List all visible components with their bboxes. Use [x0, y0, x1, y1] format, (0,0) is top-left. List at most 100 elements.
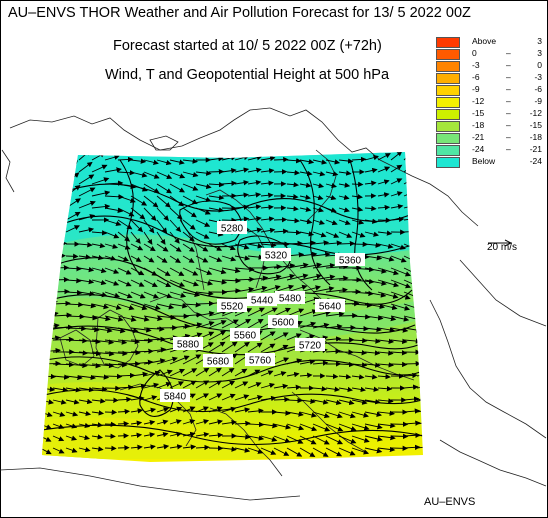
wind-arrow	[377, 204, 391, 211]
legend-high-value: -12	[529, 108, 542, 118]
wind-arrow	[195, 393, 210, 401]
wind-arrow	[299, 447, 316, 457]
wind-arrow	[182, 183, 199, 191]
wind-arrow	[65, 423, 78, 429]
wind-arrow	[78, 187, 96, 197]
wind-arrow	[195, 367, 210, 377]
contour-label-box	[160, 389, 190, 402]
wind-arrow	[338, 411, 356, 419]
wind-arrow	[286, 273, 309, 281]
wind-arrow	[130, 359, 154, 366]
legend-low-value: 0	[472, 48, 477, 58]
wind-arrow	[234, 255, 251, 261]
wind-arrow	[286, 371, 300, 378]
geopotential-contour	[119, 159, 141, 276]
wind-arrow	[130, 338, 154, 344]
wind-arrow	[377, 153, 391, 161]
wind-arrow	[364, 167, 378, 174]
wind-arrow	[182, 279, 199, 287]
wind-arrow	[52, 423, 65, 429]
wind-arrow	[130, 158, 147, 164]
wind-arrow	[299, 218, 313, 225]
wind-arrow	[143, 291, 159, 299]
geopotential-contour	[299, 159, 331, 286]
wind-arrow	[143, 255, 155, 263]
legend-low-value: -6	[472, 72, 480, 82]
wind-arrow	[273, 263, 296, 269]
wind-arrow	[182, 380, 197, 389]
contour-label-box	[247, 293, 277, 306]
wind-arrow	[117, 195, 136, 203]
wind-arrow	[221, 446, 237, 452]
wind-arrow	[195, 380, 210, 389]
wind-arrow	[208, 279, 228, 285]
coastline-segment	[59, 329, 95, 367]
wind-arrow	[351, 337, 368, 344]
wind-arrow	[52, 210, 67, 221]
wind-arrow	[364, 242, 381, 248]
wind-arrow	[377, 350, 394, 356]
wind-arrow	[260, 422, 278, 429]
wind-arrow	[65, 387, 82, 393]
wind-arrow	[182, 312, 202, 318]
wind-arrow	[104, 231, 120, 239]
legend-dash: –	[506, 84, 511, 94]
wind-arrow	[78, 398, 93, 405]
wind-arrow	[117, 156, 134, 163]
wind-arrow	[42, 240, 55, 246]
wind-arrow	[182, 231, 195, 242]
wind-arrow	[208, 194, 225, 201]
contour-label-box	[261, 248, 291, 261]
wind-arrow	[286, 170, 300, 176]
legend-high-value: 3	[537, 36, 542, 46]
wind-arrow	[377, 446, 396, 453]
wind-arrow	[312, 411, 330, 419]
wind-arrow	[221, 380, 236, 389]
wind-arrow	[78, 374, 96, 381]
wind-arrow	[52, 374, 70, 380]
wind-arrow	[182, 322, 203, 329]
wind-arrow	[130, 371, 149, 378]
wind-arrow	[390, 338, 408, 345]
wind-arrow	[377, 255, 395, 262]
wind-arrow	[65, 411, 79, 417]
contour-label-text: 5600	[272, 318, 295, 329]
wind-arrow	[78, 214, 96, 221]
wind-arrow	[65, 435, 78, 441]
wind-arrow	[247, 447, 264, 454]
wind-arrow	[221, 319, 239, 329]
wind-arrow	[169, 219, 182, 233]
wind-arrow	[130, 219, 144, 233]
wind-arrow	[325, 275, 349, 282]
wind-arrow	[364, 338, 381, 344]
wind-arrow	[143, 395, 158, 401]
wind-arrow	[351, 435, 370, 443]
wind-scale-arrow	[488, 239, 513, 247]
wind-arrow	[91, 434, 103, 440]
wind-arrow	[42, 210, 54, 221]
wind-arrow	[338, 312, 358, 319]
wind-arrow	[65, 374, 83, 381]
wind-arrow	[416, 243, 423, 252]
wind-arrow	[117, 219, 133, 230]
wind-arrow	[325, 423, 344, 432]
wind-arrow	[273, 273, 296, 281]
legend-swatch	[436, 109, 460, 120]
wind-arrow	[130, 195, 148, 206]
wind-arrow	[208, 181, 225, 188]
wind-arrow	[208, 231, 224, 237]
legend-high-value: -18	[529, 132, 542, 142]
contour-label-box	[217, 299, 247, 312]
wind-arrow	[377, 243, 394, 249]
wind-arrow	[78, 291, 95, 297]
wind-arrow	[364, 326, 382, 333]
wind-arrow	[325, 171, 339, 177]
wind-arrow	[364, 180, 377, 186]
wind-arrow	[403, 372, 418, 379]
wind-arrow	[325, 263, 349, 270]
wind-arrow	[117, 267, 132, 275]
wind-arrow	[390, 303, 411, 311]
wind-arrow	[260, 155, 276, 162]
wind-arrow	[143, 195, 159, 208]
wind-arrow	[325, 373, 339, 380]
